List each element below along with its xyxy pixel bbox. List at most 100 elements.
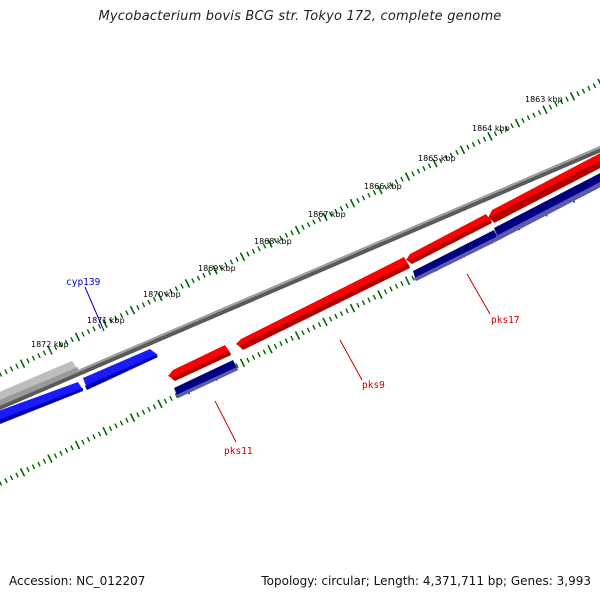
outer-tick-mark xyxy=(47,345,53,355)
outer-tick-mark xyxy=(294,225,301,235)
outer-tick-mark xyxy=(322,212,328,222)
outer-tick-mark xyxy=(482,136,487,142)
inner-tick-mark xyxy=(163,398,168,404)
inner-tick-mark xyxy=(102,426,108,436)
cyp139-leader-line xyxy=(84,286,105,332)
outer-tick-mark xyxy=(70,336,74,343)
pks9-leader-line xyxy=(339,339,363,381)
gene-feature-pks9[interactable] xyxy=(236,257,410,350)
gene-feature-pks17-reverse-a[interactable] xyxy=(413,230,499,281)
outer-tick-mark xyxy=(202,272,206,279)
inner-tick-mark xyxy=(257,352,261,358)
outer-tick-mark xyxy=(416,168,421,174)
inner-tick-mark xyxy=(262,349,267,355)
inner-tick-mark xyxy=(114,423,118,429)
inner-tick-mark xyxy=(334,313,338,319)
outer-tick-mark xyxy=(152,296,157,303)
outer-tick-mark xyxy=(312,219,316,225)
inner-tick-mark xyxy=(411,275,415,281)
outer-tick-mark xyxy=(119,312,124,319)
outer-tick-mark xyxy=(251,248,256,254)
outer-tick-mark xyxy=(542,105,548,115)
outer-tick-mark xyxy=(97,323,102,329)
outer-tick-mark xyxy=(569,91,576,101)
inner-tick-mark xyxy=(19,467,26,477)
gene-feature-pks11-forward[interactable] xyxy=(168,345,231,381)
inner-tick-mark xyxy=(136,412,140,418)
outer-tick-mark xyxy=(592,83,597,89)
outer-tick-mark xyxy=(422,165,426,172)
outer-tick-mark xyxy=(174,286,179,292)
outer-tick-mark xyxy=(404,172,411,181)
pks17-leader-line xyxy=(466,273,491,315)
inner-tick-mark xyxy=(372,294,377,300)
outer-tick-mark xyxy=(510,123,514,129)
gene-feature-grey[interactable] xyxy=(0,360,79,410)
gene-label-pks11[interactable]: pks11 xyxy=(224,446,253,457)
gene-label-pks17[interactable]: pks17 xyxy=(491,315,520,326)
outer-tick-mark xyxy=(31,355,36,361)
outer-tick-mark xyxy=(367,192,371,198)
genome-summary-text: Topology: circular; Length: 4,371,711 bp… xyxy=(261,574,591,588)
outer-tick-mark xyxy=(136,304,140,311)
outer-tick-mark xyxy=(224,262,228,268)
scale-tick-labels: 1863 kbp 1864 kbp 1865 kbp 1866 kbp 1867… xyxy=(31,95,563,349)
outer-tick-mark xyxy=(74,332,81,342)
inner-tick-mark xyxy=(74,440,81,450)
inner-tick-mark xyxy=(251,354,256,360)
tick-label-1863: 1863 kbp xyxy=(525,95,563,104)
inner-tick-mark xyxy=(290,335,294,341)
gene-feature-pks17-a[interactable] xyxy=(406,214,492,264)
outer-tick-mark xyxy=(81,331,85,337)
outer-tick-mark xyxy=(349,198,356,208)
genome-backbone xyxy=(0,146,600,410)
inner-tick-mark xyxy=(31,464,36,470)
outer-scale-ticks xyxy=(0,78,600,377)
outer-tick-mark xyxy=(59,342,63,348)
inner-tick-mark xyxy=(64,447,69,454)
inner-tick-mark xyxy=(312,324,316,330)
outer-tick-mark xyxy=(147,299,151,305)
outer-tick-mark xyxy=(587,85,591,91)
outer-tick-mark xyxy=(477,139,481,145)
outer-tick-mark xyxy=(273,238,278,244)
map-title: Mycobacterium bovis BCG str. Tokyo 172, … xyxy=(98,9,502,24)
outer-tick-mark xyxy=(438,157,443,164)
tick-label-1866: 1866 kbp xyxy=(364,182,402,191)
outer-tick-mark xyxy=(361,195,366,201)
outer-tick-mark xyxy=(356,198,360,204)
gene-feature-pks11-reverse[interactable] xyxy=(174,360,238,398)
inner-tick-mark xyxy=(0,480,3,486)
outer-tick-mark xyxy=(114,315,118,321)
gene-feature-pks17-reverse-b[interactable] xyxy=(494,168,600,240)
outer-tick-mark xyxy=(532,112,536,118)
outer-tick-mark xyxy=(279,235,283,241)
outer-tick-mark xyxy=(9,366,14,372)
outer-tick-mark xyxy=(317,216,322,222)
outer-tick-mark xyxy=(444,155,448,161)
inner-tick-mark xyxy=(322,317,328,327)
gene-feature-pks17-b[interactable] xyxy=(488,148,600,223)
gene-label-pks9[interactable]: pks9 xyxy=(362,380,385,391)
inner-tick-mark xyxy=(169,395,173,402)
outer-tick-mark xyxy=(377,185,383,195)
outer-tick-mark xyxy=(394,179,399,185)
inner-tick-mark xyxy=(361,300,366,306)
gene-feature-cyp139[interactable] xyxy=(83,349,158,390)
inner-tick-mark xyxy=(377,290,383,299)
inner-tick-mark xyxy=(92,434,96,440)
inner-tick-mark xyxy=(147,406,151,412)
inner-tick-mark xyxy=(15,472,19,478)
outer-tick-mark xyxy=(493,131,498,137)
gene-label-cyp139[interactable]: cyp139 xyxy=(66,277,101,288)
outer-tick-mark xyxy=(163,291,168,297)
outer-tick-mark xyxy=(141,302,146,308)
outer-tick-mark xyxy=(432,158,438,168)
outer-tick-mark xyxy=(290,230,294,236)
outer-tick-mark xyxy=(383,184,388,190)
inner-tick-mark xyxy=(383,289,388,295)
gene-feature-blue-left[interactable] xyxy=(0,382,83,428)
outer-tick-mark xyxy=(400,176,404,182)
inner-tick-mark xyxy=(306,327,311,333)
inner-tick-mark xyxy=(53,453,58,459)
